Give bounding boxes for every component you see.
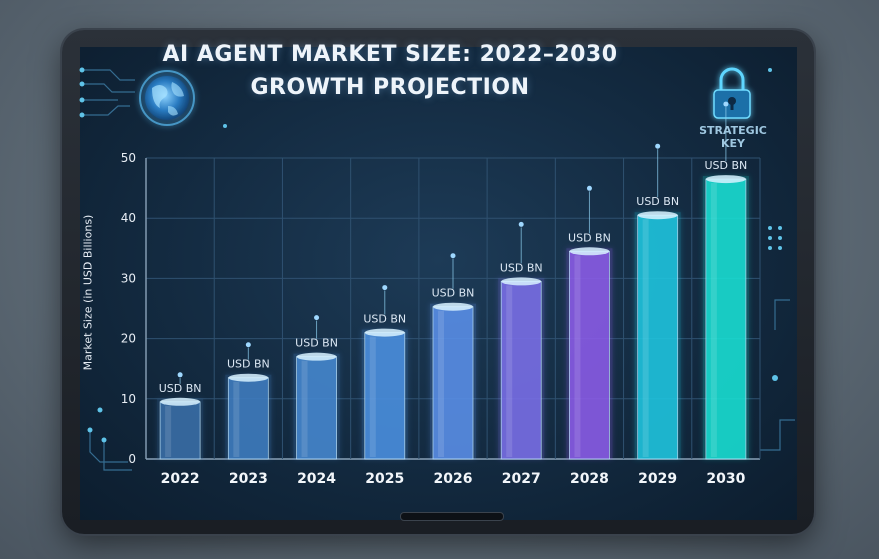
bar-group: USD BN: [361, 285, 408, 460]
bar-leader-dot: [245, 342, 251, 348]
x-axis-ticks: 2022 2023 2024 2025 2026 2027 2028 2029 2030: [161, 471, 746, 487]
bar: [432, 306, 474, 460]
lock-icon: [713, 67, 751, 119]
x-tick-label: 2030: [706, 471, 745, 487]
strategic-key-label: STRATEGIC KEY: [699, 124, 767, 150]
bar-group: USD BN: [157, 372, 204, 460]
x-tick-label: 2028: [570, 471, 609, 487]
bar-leader-dot: [586, 185, 592, 191]
circuit-nodes: [79, 67, 782, 443]
bar-group: USD BN: [702, 101, 749, 460]
y-tick-label: 10: [121, 392, 136, 406]
bar-leader-dot: [723, 101, 729, 107]
bar-highlight: [642, 219, 649, 457]
bar: [569, 250, 610, 460]
x-tick-label: 2024: [297, 471, 336, 487]
bar-series: USD BN USD BN USD BN USD BN USD BN USD BN USD …: [157, 101, 749, 460]
circuit-decoration: [82, 69, 795, 471]
bar-cap: [569, 247, 610, 256]
bar: [637, 214, 679, 460]
x-tick-label: 2026: [434, 471, 473, 487]
bar-cap: [637, 211, 678, 220]
bar-highlight: [506, 285, 513, 457]
bar-data-label: USD BN: [568, 231, 611, 244]
home-bar: [400, 512, 504, 521]
bar-data-label: USD BN: [159, 382, 202, 395]
bar: [705, 178, 747, 460]
bar: [159, 401, 201, 460]
bar-data-label: USD BN: [363, 313, 406, 326]
bar-group: USD BN: [225, 342, 272, 460]
bar-data-label: USD BN: [704, 159, 747, 172]
bar: [500, 281, 542, 460]
bar-group: USD BN: [430, 253, 476, 460]
y-tick-label: 50: [121, 151, 136, 165]
bar-data-label: USD BN: [636, 195, 679, 208]
bar-data-label: USD BN: [227, 358, 270, 371]
x-tick-label: 2023: [229, 471, 268, 487]
bar-cap: [296, 352, 337, 361]
bar-leader-dot: [177, 372, 183, 378]
bar-group: USD BN: [566, 185, 613, 460]
y-tick-label: 30: [121, 271, 136, 285]
bar-highlight: [233, 381, 240, 457]
bar-leader-dot: [382, 285, 388, 291]
bar-cap: [705, 175, 746, 184]
bar-cap: [501, 277, 542, 286]
x-tick-label: 2029: [638, 471, 677, 487]
y-tick-label: 0: [128, 452, 136, 466]
bar-cap: [160, 397, 201, 406]
y-axis-ticks: 0 10 20 30 40 50: [121, 151, 136, 466]
bar-data-label: USD BN: [432, 287, 475, 300]
bar-highlight: [165, 405, 172, 457]
bar-group: USD BN: [498, 221, 545, 460]
x-tick-label: 2027: [502, 471, 541, 487]
bar: [364, 332, 406, 460]
bar-highlight: [369, 336, 376, 457]
bar-highlight: [574, 255, 581, 457]
bar-highlight: [710, 183, 717, 457]
bar-data-label: USD BN: [295, 337, 338, 350]
x-tick-label: 2022: [161, 471, 200, 487]
bar-group: USD BN: [634, 143, 681, 460]
bar: [227, 377, 269, 460]
bar-leader-dot: [518, 221, 524, 227]
bar-cap: [364, 328, 405, 337]
bar-data-label: USD BN: [500, 261, 543, 274]
x-tick-label: 2025: [365, 471, 404, 487]
y-tick-label: 40: [121, 211, 136, 225]
bar-highlight: [301, 360, 308, 457]
bar-cap: [228, 373, 269, 382]
chart-title: AI AGENT MARKET SIZE: 2022–2030 GROWTH P…: [162, 42, 618, 100]
y-tick-label: 20: [121, 332, 136, 346]
bar-leader-dot: [314, 315, 320, 321]
bar-leader-dot: [655, 143, 661, 149]
bar-cap: [433, 302, 473, 311]
bar-leader-dot: [450, 253, 456, 259]
bar: [296, 356, 337, 460]
bar-group: USD BN: [293, 315, 340, 460]
bar-highlight: [438, 310, 444, 457]
y-axis-label: Market Size (in USD Billions): [81, 214, 95, 371]
globe-icon: [139, 70, 195, 126]
